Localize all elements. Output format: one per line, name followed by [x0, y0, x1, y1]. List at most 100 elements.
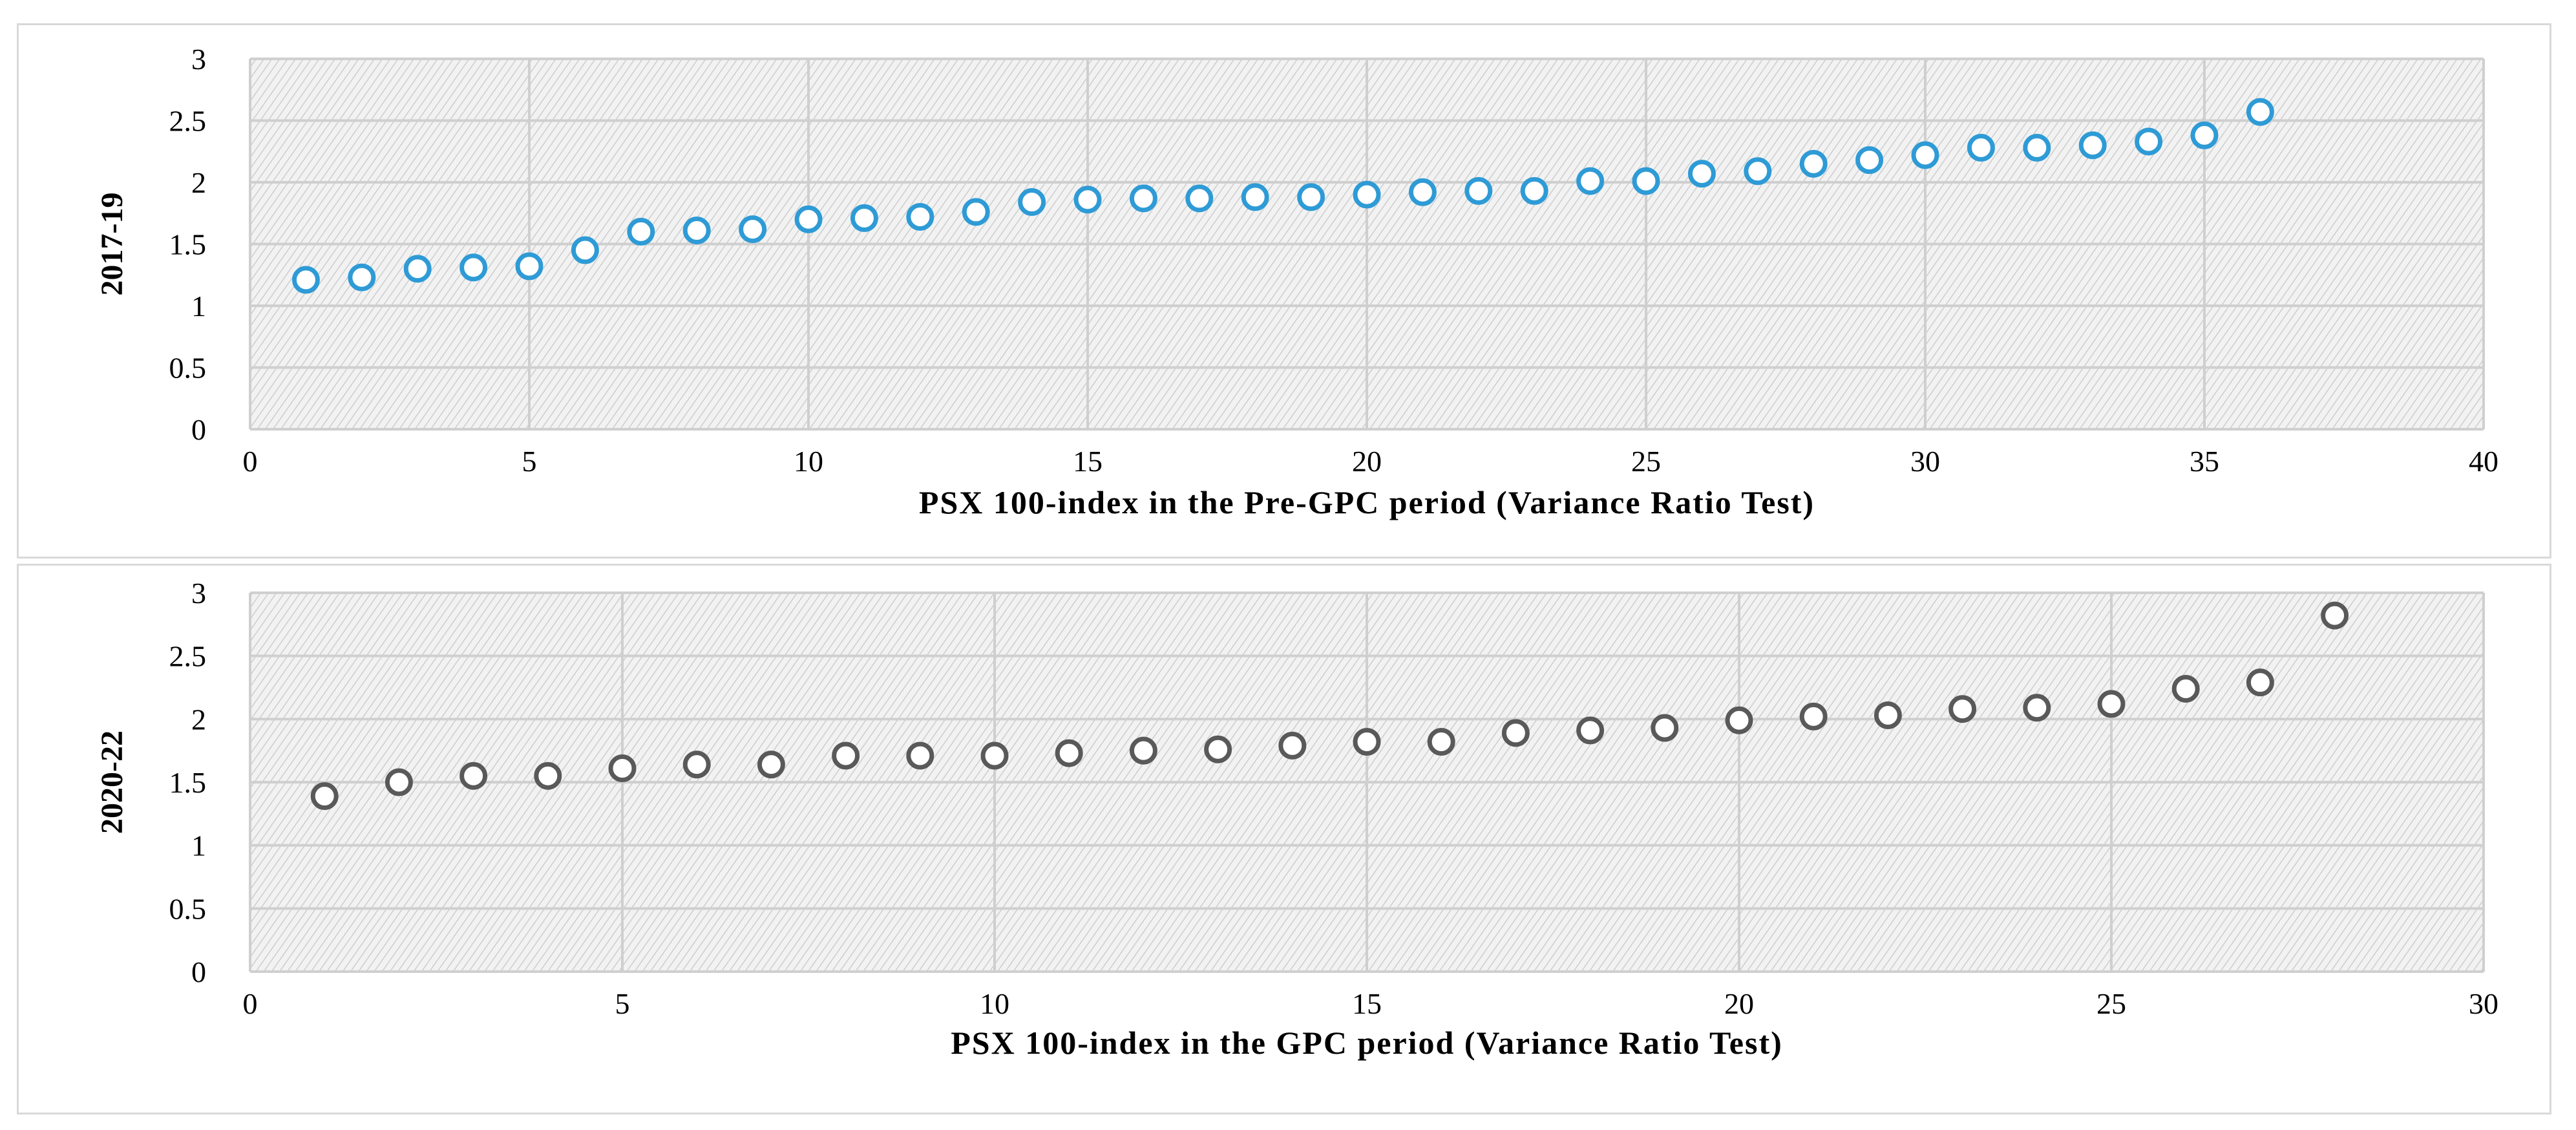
- data-point: [1129, 736, 1157, 765]
- y-tick-label: 3: [191, 577, 206, 610]
- data-point: [757, 751, 785, 779]
- x-axis-title: PSX 100-index in the Pre-GPC period (Var…: [919, 484, 1815, 520]
- scatter-chart-pre-gpc: 00.511.522.530 5 10 15 20 25 30 35 40 PSX 100-in…: [95, 43, 2498, 520]
- data-point: [608, 754, 637, 783]
- data-point: [385, 768, 413, 796]
- data-point: [1651, 714, 1679, 742]
- data-point: [1353, 727, 1381, 756]
- x-tick-label: 20: [1724, 987, 1754, 1020]
- x-tick-label: 5: [522, 445, 537, 478]
- data-point: [1855, 146, 1884, 175]
- data-point: [571, 236, 599, 264]
- data-point: [1464, 176, 1493, 205]
- data-point: [1408, 178, 1437, 206]
- data-point: [2321, 601, 2349, 630]
- x-tick-label: 25: [1631, 445, 1661, 478]
- x-axis-title: PSX 100-index in the GPC period (Varianc…: [951, 1025, 1783, 1061]
- y-tick-label: 1.5: [169, 228, 207, 261]
- data-point: [682, 216, 711, 244]
- data-point: [1129, 184, 1157, 213]
- data-point: [515, 252, 544, 281]
- data-point: [850, 204, 878, 232]
- x-tick-label: 0: [243, 445, 258, 478]
- data-point: [1520, 176, 1548, 205]
- data-point: [1687, 160, 1716, 188]
- data-point: [832, 741, 860, 770]
- data-point: [2246, 98, 2274, 126]
- data-point: [1576, 167, 1605, 195]
- data-point: [739, 215, 767, 244]
- y-axis-title: 2020-22: [95, 730, 129, 834]
- data-point: [310, 782, 339, 810]
- data-point: [1055, 739, 1083, 767]
- data-point: [1911, 141, 1939, 169]
- chart-panel-gpc: 0 0.5 1 1.5 2 2.5 3 0 5 10 15 20 25 30 PSX 100-index …: [17, 564, 2551, 1114]
- x-tick-label: 15: [1352, 987, 1382, 1020]
- data-point: [1427, 727, 1455, 756]
- y-tick-label: 2: [191, 703, 206, 736]
- data-point: [1799, 149, 1828, 178]
- x-tick-label: 0: [243, 987, 258, 1020]
- data-point: [962, 198, 990, 226]
- data-point: [1725, 706, 1753, 734]
- y-tick-label: 1.5: [169, 766, 207, 799]
- data-point: [403, 255, 432, 283]
- x-tick-label: 5: [615, 987, 630, 1020]
- data-point: [1576, 716, 1605, 745]
- data-point: [2171, 674, 2200, 703]
- y-tick-label: 1: [191, 290, 206, 323]
- data-point: [348, 263, 376, 292]
- data-point: [459, 762, 488, 790]
- data-point: [1204, 735, 1232, 763]
- data-point: [1018, 188, 1046, 217]
- data-point: [1967, 134, 1995, 162]
- data-point: [2078, 131, 2107, 160]
- y-tick-label: 1: [191, 829, 206, 862]
- y-tick-label: 2.5: [169, 105, 207, 138]
- data-point: [1874, 701, 1902, 729]
- x-tick-label: 10: [980, 987, 1009, 1020]
- data-point: [682, 751, 711, 779]
- y-tick-label: 0.5: [169, 892, 207, 925]
- data-point: [1799, 702, 1828, 730]
- data-point: [1297, 183, 1325, 211]
- x-tick-label: 25: [2096, 987, 2126, 1020]
- x-tick-label: 35: [2190, 445, 2219, 478]
- data-point: [627, 217, 655, 246]
- x-tick-label: 40: [2469, 445, 2498, 478]
- data-point: [1073, 186, 1102, 214]
- data-point: [1632, 167, 1660, 195]
- y-tick-label: 0: [191, 955, 206, 988]
- data-point: [291, 266, 320, 294]
- data-point: [980, 741, 1009, 770]
- x-tick-label: 30: [2469, 987, 2498, 1020]
- data-point: [2023, 694, 2051, 722]
- y-tick-label: 2.5: [169, 640, 207, 673]
- y-tick-label: 2: [191, 166, 206, 199]
- y-tick-label: 0: [191, 413, 206, 446]
- data-point: [534, 762, 562, 790]
- chart-panel-pre-gpc: 0 0.5 1 1.5 2 2.5 3 0 5 10 15 20 25 30 35 40 PSX 100-in…: [17, 23, 2551, 559]
- data-point: [459, 253, 488, 282]
- data-point: [906, 202, 934, 231]
- data-point: [2135, 127, 2163, 156]
- data-point: [794, 205, 823, 233]
- data-point: [2097, 690, 2126, 718]
- data-point: [1353, 180, 1381, 209]
- data-point: [1278, 731, 1307, 760]
- y-axis-title: 2017-19: [95, 193, 129, 296]
- x-tick-label: 15: [1073, 445, 1103, 478]
- x-tick-label: 30: [1910, 445, 1940, 478]
- data-point: [2190, 121, 2219, 149]
- y-tick-label: 3: [191, 43, 206, 76]
- scatter-chart-gpc: 00.511.522.530 5 10 15 20 25 30 PSX 100-index …: [95, 577, 2498, 1061]
- data-point: [1501, 719, 1530, 747]
- data-point: [906, 741, 934, 770]
- data-point: [1241, 183, 1269, 211]
- data-point: [2023, 134, 2051, 162]
- data-point: [2246, 668, 2274, 697]
- data-point: [1185, 184, 1214, 213]
- x-tick-label: 10: [794, 445, 823, 478]
- data-point: [1948, 695, 1977, 723]
- y-tick-label: 0.5: [169, 352, 207, 385]
